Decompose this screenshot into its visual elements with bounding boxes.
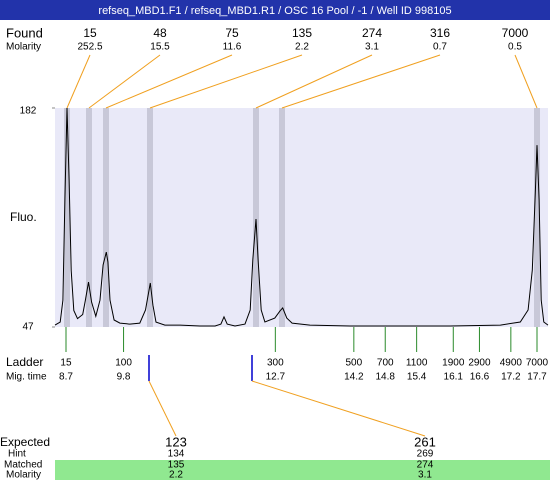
ladder-time: 9.8 (117, 372, 131, 383)
expected-size: 261 (414, 434, 436, 449)
title: refseq_MBD1.F1 / refseq_MBD1.R1 / OSC 16… (98, 5, 451, 17)
ladder-time: 16.6 (470, 372, 490, 383)
ladder-time: 14.2 (344, 372, 364, 383)
ladder-size: 100 (115, 358, 132, 369)
matched-molarity: 3.1 (418, 470, 432, 480)
ladder-time: 16.1 (444, 372, 464, 383)
ladder-size: 1900 (442, 358, 465, 369)
matched-bar (55, 460, 550, 480)
found-size: 15 (83, 26, 97, 40)
leader-line (255, 54, 373, 109)
found-size: 7000 (502, 26, 529, 40)
found-label: Found (6, 25, 43, 40)
peak-band (147, 108, 153, 327)
ladder-size: 300 (267, 358, 284, 369)
found-size: 274 (362, 26, 382, 40)
peak-band (279, 108, 285, 327)
molarity-label: Molarity (6, 470, 41, 480)
leader-line (88, 54, 161, 109)
found-molarity: 2.2 (295, 42, 309, 53)
found-molarity-label: Molarity (6, 42, 41, 53)
ladder-time: 15.4 (407, 372, 427, 383)
hint-label: Hint (8, 449, 26, 460)
leader-line (149, 54, 303, 109)
leader-line (281, 54, 441, 109)
hint-size: 269 (417, 449, 434, 460)
ladder-time-label: Mig. time (6, 372, 47, 383)
peak-band (253, 108, 259, 327)
peak-band (534, 108, 540, 327)
found-molarity: 0.5 (508, 42, 522, 53)
ladder-time: 17.2 (501, 372, 521, 383)
ladder-size: 500 (345, 358, 362, 369)
ladder-time: 8.7 (59, 372, 73, 383)
found-size: 316 (430, 26, 450, 40)
y-axis-label: Fluo. (10, 210, 37, 224)
y-tick-label: 182 (20, 106, 37, 117)
ladder-size: 15 (60, 358, 72, 369)
title-bar (0, 0, 550, 20)
ladder-size: 700 (377, 358, 394, 369)
peak-band (103, 108, 109, 327)
leader-line (66, 54, 91, 109)
expected-leader (148, 380, 177, 437)
hint-size: 134 (168, 449, 185, 460)
peak-band (86, 108, 92, 327)
matched-molarity: 2.2 (169, 470, 183, 480)
ladder-time: 17.7 (527, 372, 547, 383)
expected-size: 123 (165, 434, 187, 449)
matched-label: Matched (4, 460, 42, 471)
peak-band (64, 108, 70, 327)
ladder-size: 4900 (500, 358, 523, 369)
ladder-time: 14.8 (376, 372, 396, 383)
found-size: 48 (153, 26, 167, 40)
ladder-label: Ladder (6, 355, 43, 369)
ladder-size: 1100 (406, 358, 428, 369)
leader-line (514, 54, 538, 109)
ladder-time: 12.7 (266, 372, 286, 383)
found-size: 75 (225, 26, 239, 40)
found-molarity: 3.1 (365, 42, 379, 53)
expected-label: Expected (0, 435, 50, 449)
found-molarity: 0.7 (433, 42, 447, 53)
found-molarity: 252.5 (77, 42, 102, 53)
matched-size: 135 (168, 460, 185, 471)
plot-area (55, 108, 548, 327)
leader-line (105, 54, 233, 109)
expected-leader (251, 380, 426, 437)
matched-size: 274 (417, 460, 434, 471)
trace (54, 107, 549, 327)
found-molarity: 11.6 (223, 42, 242, 53)
found-molarity: 15.5 (150, 42, 170, 53)
ladder-size: 2900 (468, 358, 491, 369)
found-size: 135 (292, 26, 312, 40)
ladder-size: 7000 (526, 358, 549, 369)
y-tick-label: 47 (22, 322, 34, 333)
